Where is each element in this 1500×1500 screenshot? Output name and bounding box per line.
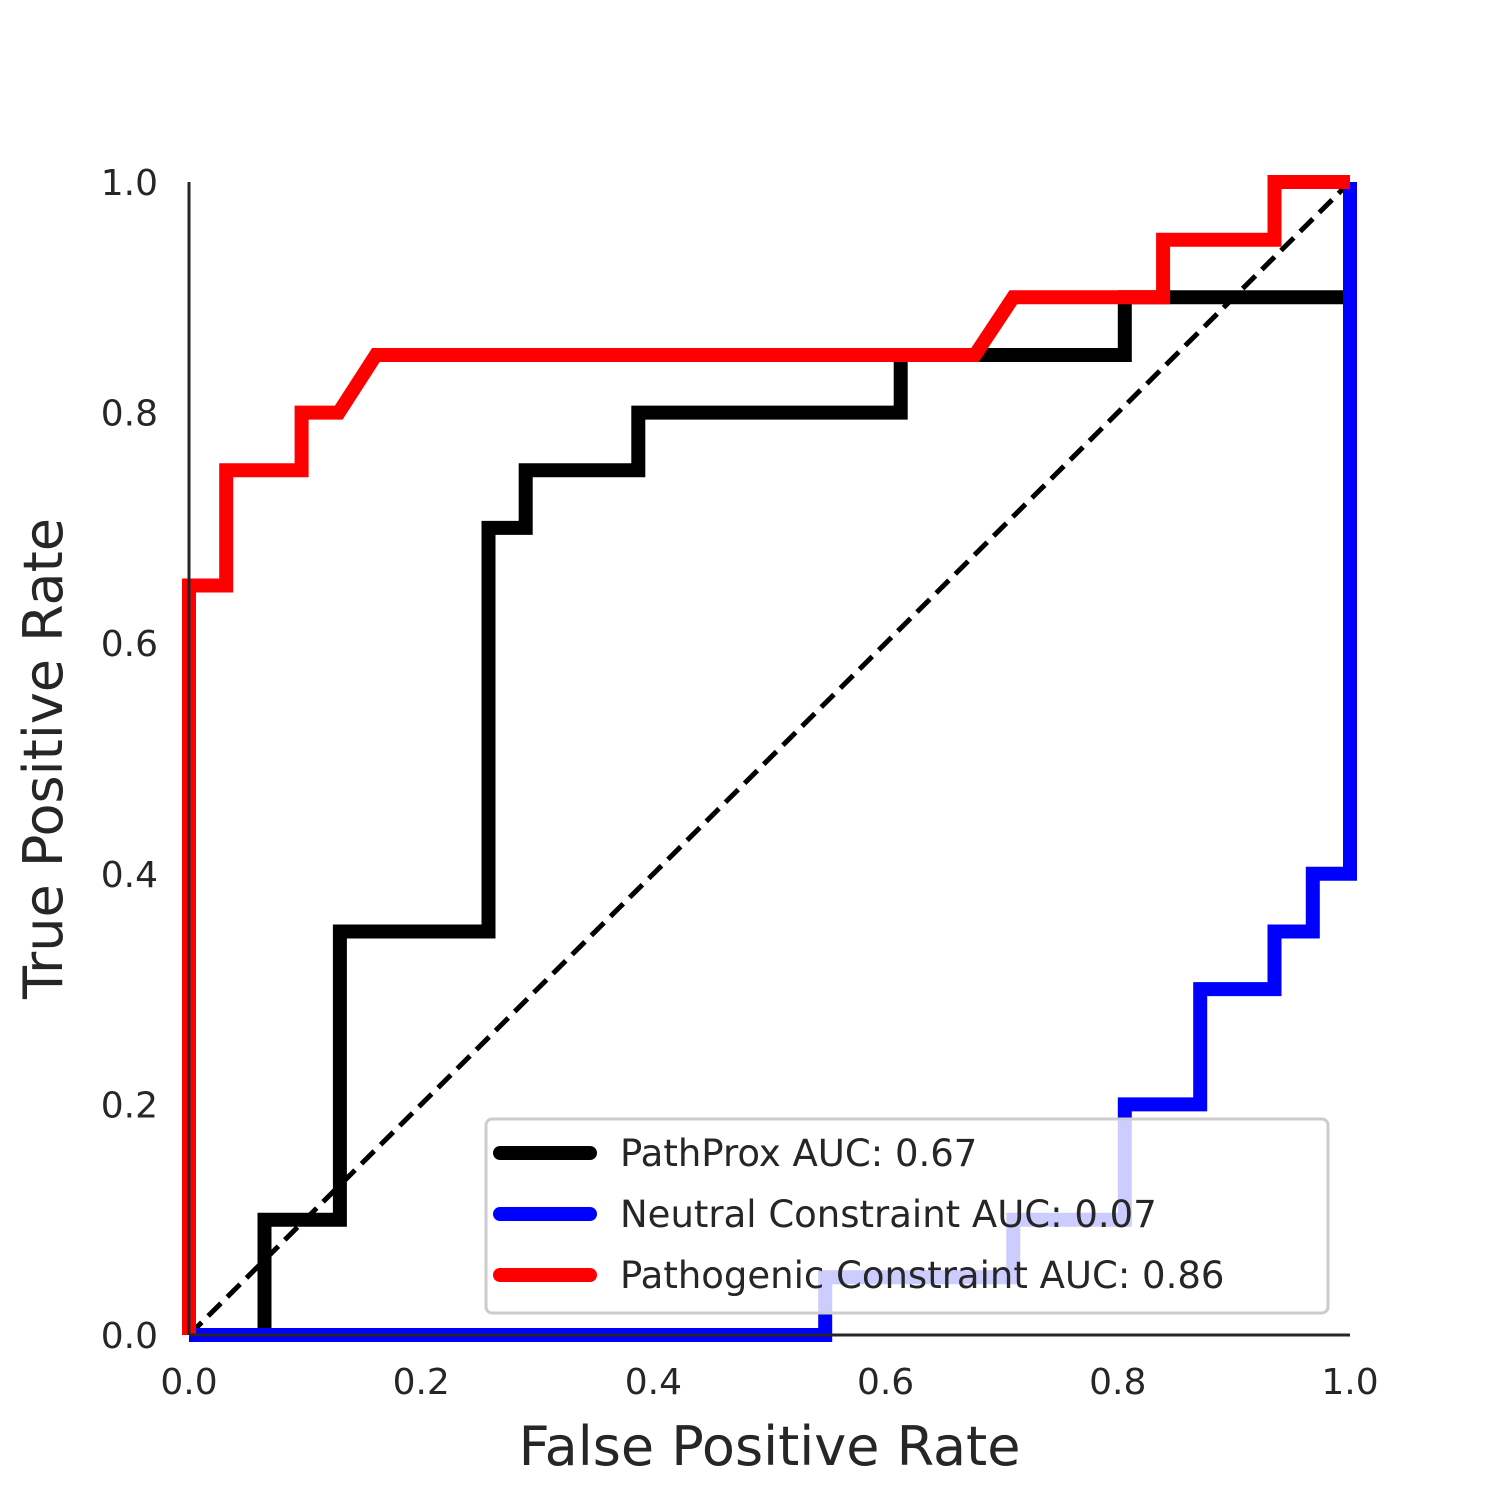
series-line-2 (182, 175, 1350, 1335)
legend-label-2: Pathogenic Constraint AUC: 0.86 (620, 1254, 1224, 1297)
legend-label-1: Neutral Constraint AUC: 0.07 (620, 1193, 1157, 1236)
x-tick-label: 0.8 (1089, 1362, 1146, 1403)
series-line-0 (257, 290, 1350, 1335)
y-tick-label: 0.0 (101, 1316, 158, 1357)
legend-label-0: PathProx AUC: 0.67 (620, 1132, 977, 1175)
y-tick-label: 0.4 (101, 855, 158, 896)
legend-box (484, 1117, 1330, 1315)
x-tick-label: 0.4 (625, 1362, 682, 1403)
x-tick-label: 0.6 (857, 1362, 914, 1403)
y-tick-label: 1.0 (101, 163, 158, 204)
x-tick-label: 1.0 (1321, 1362, 1378, 1403)
x-tick-label: 0.0 (160, 1362, 217, 1403)
y-tick-label: 0.8 (101, 394, 158, 435)
y-axis-label: True Positive Rate (12, 518, 75, 1000)
legend: PathProx AUC: 0.67 Neutral Constraint AUC… (484, 1117, 1330, 1315)
x-axis-label: False Positive Rate (519, 1415, 1021, 1478)
y-tick-label: 0.2 (101, 1085, 158, 1126)
axes (187, 182, 1350, 1337)
reference-diagonal-line (187, 180, 1352, 1337)
x-tick-label: 0.2 (393, 1362, 450, 1403)
tick-labels: 0.0 0.2 0.4 0.6 0.8 1.0 0.0 0.2 0.4 0.6 0.8 1.0 (101, 163, 1379, 1403)
y-tick-label: 0.6 (101, 624, 158, 665)
